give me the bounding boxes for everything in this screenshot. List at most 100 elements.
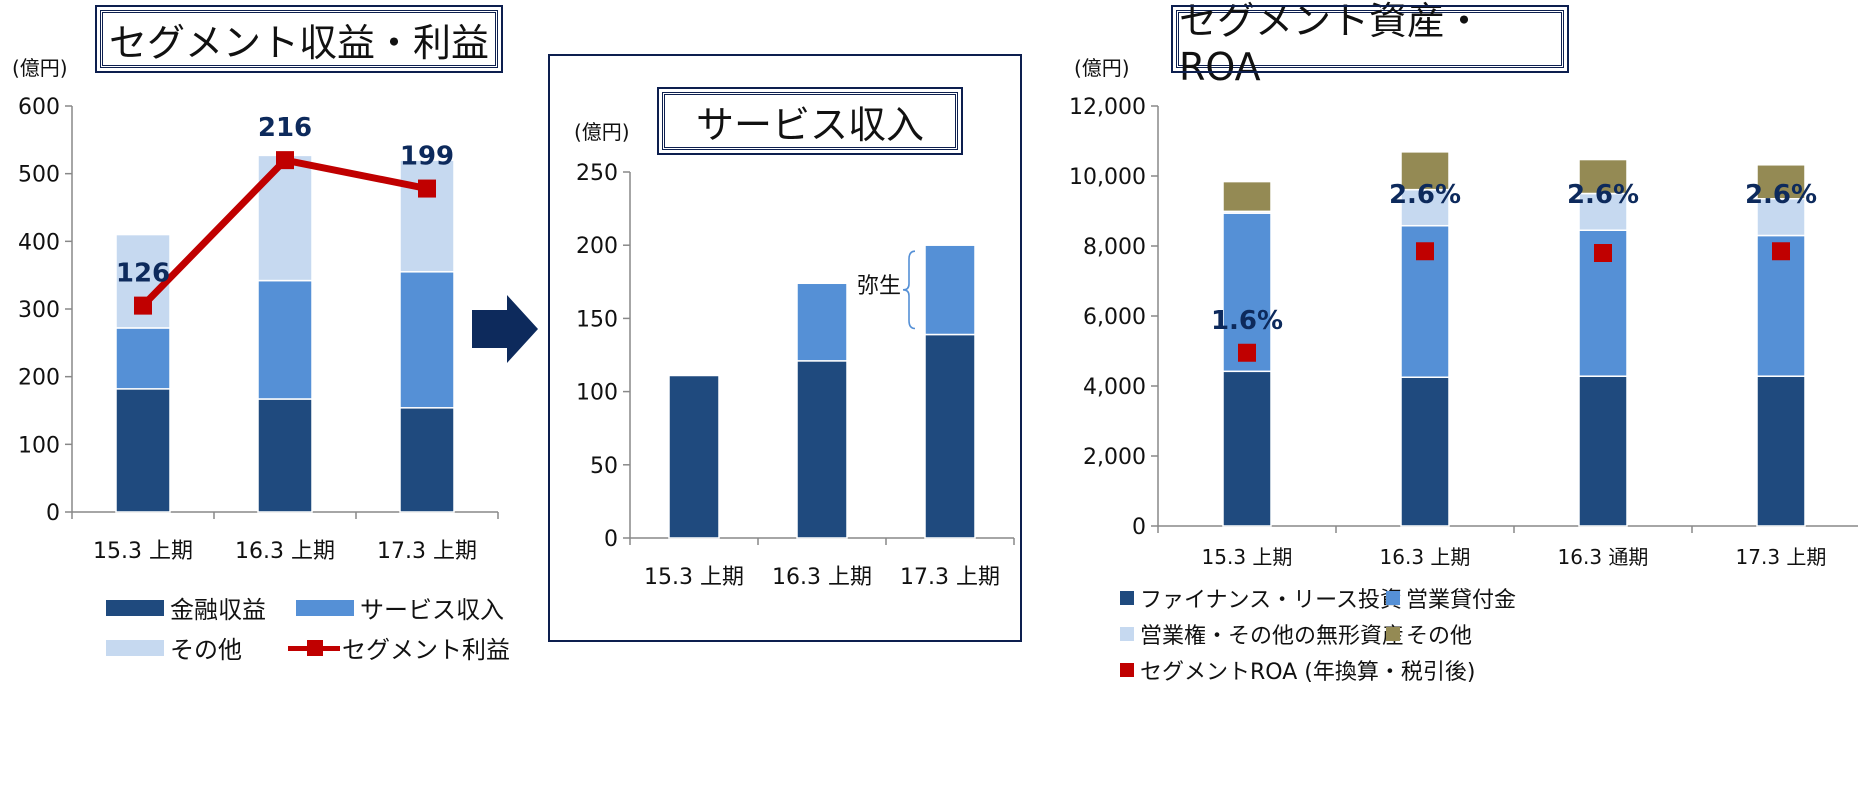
- chart3-roa-point: [1772, 242, 1790, 261]
- chart1-x-tick-label: 17.3 上期: [377, 539, 477, 564]
- chart1-bar-s3: [399, 159, 455, 273]
- chart2-title: サービス収入: [657, 87, 963, 155]
- chart3-legend-label-3: 営業権・その他の無形資産: [1140, 624, 1405, 649]
- chart1-legend-item-3: その他: [106, 630, 242, 665]
- chart1-bar-s2: [257, 279, 313, 400]
- chart3-legend-item-5: セグメントROA (年換算・税引後): [1120, 654, 1475, 686]
- chart3-legend-label-1: ファイナンス・リース投資: [1140, 588, 1403, 613]
- chart2-x-tick-label: 16.3 上期: [772, 565, 872, 590]
- chart3-legend-item-3: 営業権・その他の無形資産: [1120, 618, 1404, 650]
- chart1-y-tick-label: 200: [18, 366, 60, 391]
- chart3-legend-swatch-1: [1120, 591, 1134, 605]
- chart3-bar-s3: [1400, 188, 1450, 227]
- chart3-legend-item-4: その他: [1386, 618, 1472, 650]
- chart1-legend-item-2: サービス収入: [296, 590, 504, 625]
- chart3-bar-s1: [1578, 375, 1628, 527]
- chart2-y-tick-label: 0: [604, 527, 618, 552]
- chart3-legend-item-2: 営業貸付金: [1386, 582, 1516, 614]
- chart1-legend-label-3: その他: [170, 636, 242, 664]
- chart1-profit-point: [276, 151, 294, 170]
- chart1-bar-s2: [399, 271, 455, 409]
- chart3-unit-label: (億円): [1074, 56, 1130, 80]
- chart2-annotation: 弥生: [857, 274, 901, 299]
- chart1-bar-s2: [115, 327, 171, 390]
- chart3-x-tick-label: 16.3 通期: [1558, 545, 1649, 569]
- chart3-bar-s1: [1400, 376, 1450, 527]
- chart1-y-tick-label: 0: [46, 501, 60, 526]
- chart3-legend-label-4: その他: [1406, 624, 1473, 649]
- chart2-bar-s2: [796, 282, 848, 362]
- chart2-y-tick-label: 250: [576, 161, 618, 186]
- chart3-roa-label: 2.6%: [1389, 180, 1461, 210]
- chart3-y-tick-label: 0: [1132, 515, 1146, 540]
- chart3-x-tick-label: 16.3 上期: [1380, 545, 1471, 569]
- chart3-bar-s4: [1400, 151, 1450, 191]
- chart1-profit-label: 216: [258, 113, 312, 143]
- chart2-bar-s1: [668, 374, 720, 539]
- chart3-roa-label: 2.6%: [1567, 180, 1639, 210]
- chart3-y-tick-label: 2,000: [1083, 445, 1146, 470]
- chart1-profit-point: [418, 179, 436, 198]
- chart1-bar-s1: [399, 407, 455, 513]
- chart1-legend-item-4: セグメント利益: [288, 630, 510, 665]
- chart2-brace: [902, 250, 916, 330]
- chart3-bar-s1: [1756, 375, 1806, 527]
- chart2-bar-s1: [924, 333, 976, 539]
- chart2-frame: [548, 54, 1022, 642]
- chart1-profit-label: 199: [400, 142, 454, 172]
- chart1-x-tick-label: 15.3 上期: [93, 539, 193, 564]
- chart1-legend-line-icon: [288, 639, 340, 656]
- chart3-legend-swatch-3: [1120, 627, 1134, 641]
- chart1-y-tick-label: 600: [18, 95, 60, 120]
- chart2-y-tick-label: 200: [576, 234, 618, 259]
- chart2-y-tick-label: 50: [590, 454, 618, 479]
- chart3-roa-label: 1.6%: [1211, 306, 1283, 336]
- chart1-legend-label-2: サービス収入: [360, 596, 504, 624]
- chart2-x-tick-label: 17.3 上期: [900, 565, 1000, 590]
- chart3-roa-point: [1238, 343, 1256, 362]
- chart3-bar-s4: [1578, 158, 1628, 195]
- chart1-bar-s1: [115, 388, 171, 513]
- chart2-unit-label: (億円): [574, 120, 630, 144]
- chart1-y-tick-label: 300: [18, 298, 60, 323]
- chart3-legend-swatch-5: [1120, 663, 1134, 677]
- chart3-y-tick-label: 4,000: [1083, 375, 1146, 400]
- chart3-legend-swatch-2: [1386, 591, 1400, 605]
- chart3-bar-s3: [1578, 192, 1628, 231]
- chart3-legend-swatch-4: [1386, 627, 1400, 641]
- chart3-x-tick-label: 15.3 上期: [1202, 545, 1293, 569]
- chart3-y-tick-label: 6,000: [1083, 305, 1146, 330]
- chart3-legend-label-5: セグメントROA (年換算・税引後): [1140, 660, 1476, 685]
- chart2-x-tick-label: 15.3 上期: [644, 565, 744, 590]
- chart1-legend-swatch-3: [106, 639, 164, 656]
- chart3-roa-point: [1594, 244, 1612, 262]
- chart1-legend-item-1: 金融収益: [106, 590, 266, 625]
- chart1-legend-swatch-1: [106, 599, 164, 616]
- chart1-legend-label-4: セグメント利益: [342, 636, 510, 664]
- chart3-legend-item-1: ファイナンス・リース投資: [1120, 582, 1402, 614]
- chart2-bar-s2: [924, 244, 976, 336]
- chart3-roa-label: 2.6%: [1745, 180, 1817, 210]
- chart1-title: セグメント収益・利益: [95, 5, 503, 73]
- chart3-y-tick-label: 12,000: [1069, 95, 1146, 120]
- chart1-legend-label-1: 金融収益: [170, 596, 266, 624]
- chart3-bar-s4: [1222, 180, 1272, 213]
- chart1-x-tick-label: 16.3 上期: [235, 539, 335, 564]
- chart3-roa-point: [1416, 242, 1434, 261]
- chart1-unit-label: (億円): [12, 56, 68, 80]
- chart3-x-tick-label: 17.3 上期: [1736, 545, 1827, 569]
- chart3-bar-s1: [1222, 370, 1272, 527]
- chart3-legend-label-2: 営業貸付金: [1406, 588, 1517, 613]
- chart2-y-tick-label: 150: [576, 307, 618, 332]
- chart1-y-tick-label: 500: [18, 163, 60, 188]
- chart3-y-tick-label: 8,000: [1083, 235, 1146, 260]
- chart3-bar-s4: [1756, 164, 1806, 200]
- chart3-y-tick-label: 10,000: [1069, 165, 1146, 190]
- chart1-y-tick-label: 100: [18, 433, 60, 458]
- chart1-y-tick-label: 400: [18, 230, 60, 255]
- chart1-profit-point: [134, 296, 152, 315]
- chart3-bar-s3: [1756, 198, 1806, 237]
